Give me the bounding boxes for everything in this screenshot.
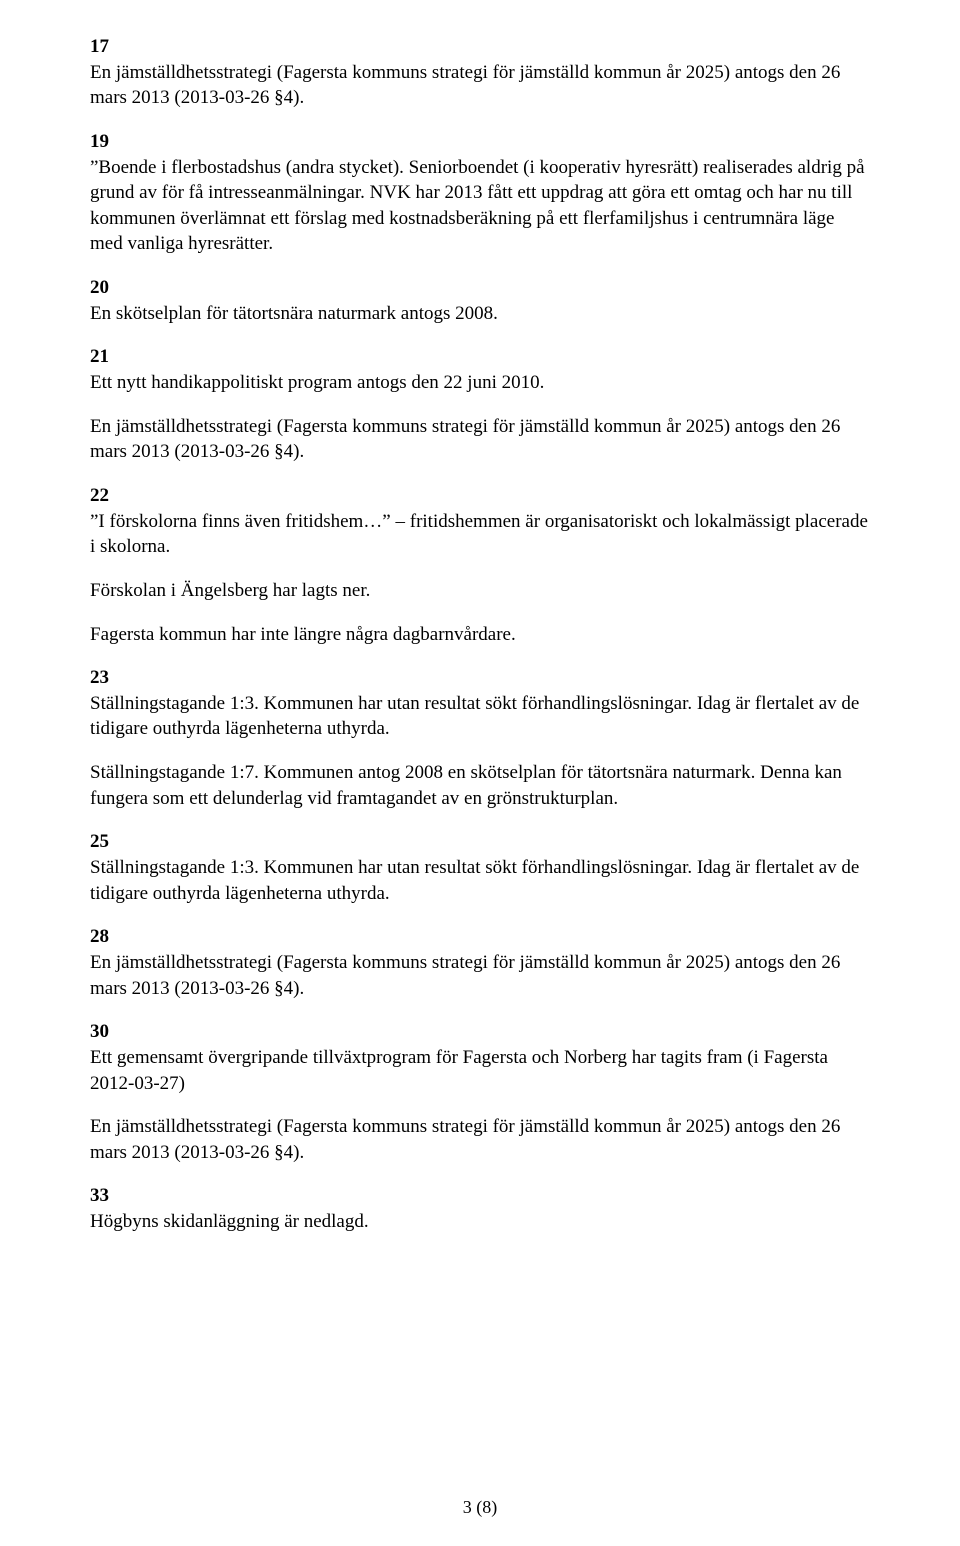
section-22-text-2: Förskolan i Ängelsberg har lagts ner. (90, 578, 870, 604)
section-23-text-2: Ställningstagande 1:7. Kommunen antog 20… (90, 760, 870, 811)
document-page: 17 En jämställdhetsstrategi (Fagersta ko… (0, 0, 960, 1546)
section-28-number: 28 (90, 924, 870, 950)
section-20-number: 20 (90, 275, 870, 301)
page-number: 3 (8) (0, 1497, 960, 1518)
section-17-text: En jämställdhetsstrategi (Fagersta kommu… (90, 60, 870, 111)
section-22-text-3: Fagersta kommun har inte längre några da… (90, 622, 870, 648)
section-30-text-1: Ett gemensamt övergripande tillväxtprogr… (90, 1045, 870, 1096)
section-21-number: 21 (90, 344, 870, 370)
section-30-number: 30 (90, 1019, 870, 1045)
section-33-text: Högbyns skidanläggning är nedlagd. (90, 1209, 870, 1235)
section-20-text: En skötselplan för tätortsnära naturmark… (90, 301, 870, 327)
section-21-text-2: En jämställdhetsstrategi (Fagersta kommu… (90, 414, 870, 465)
section-28-text: En jämställdhetsstrategi (Fagersta kommu… (90, 950, 870, 1001)
section-21-text-1: Ett nytt handikappolitiskt program antog… (90, 370, 870, 396)
section-23-text-1: Ställningstagande 1:3. Kommunen har utan… (90, 691, 870, 742)
section-33-number: 33 (90, 1183, 870, 1209)
section-19-text: ”Boende i flerbostadshus (andra stycket)… (90, 155, 870, 258)
section-30-text-2: En jämställdhetsstrategi (Fagersta kommu… (90, 1114, 870, 1165)
section-23-number: 23 (90, 665, 870, 691)
section-22-number: 22 (90, 483, 870, 509)
section-19-number: 19 (90, 129, 870, 155)
section-17-number: 17 (90, 34, 870, 60)
section-25-text: Ställningstagande 1:3. Kommunen har utan… (90, 855, 870, 906)
section-22-text-1: ”I förskolorna finns även fritidshem…” –… (90, 509, 870, 560)
section-25-number: 25 (90, 829, 870, 855)
